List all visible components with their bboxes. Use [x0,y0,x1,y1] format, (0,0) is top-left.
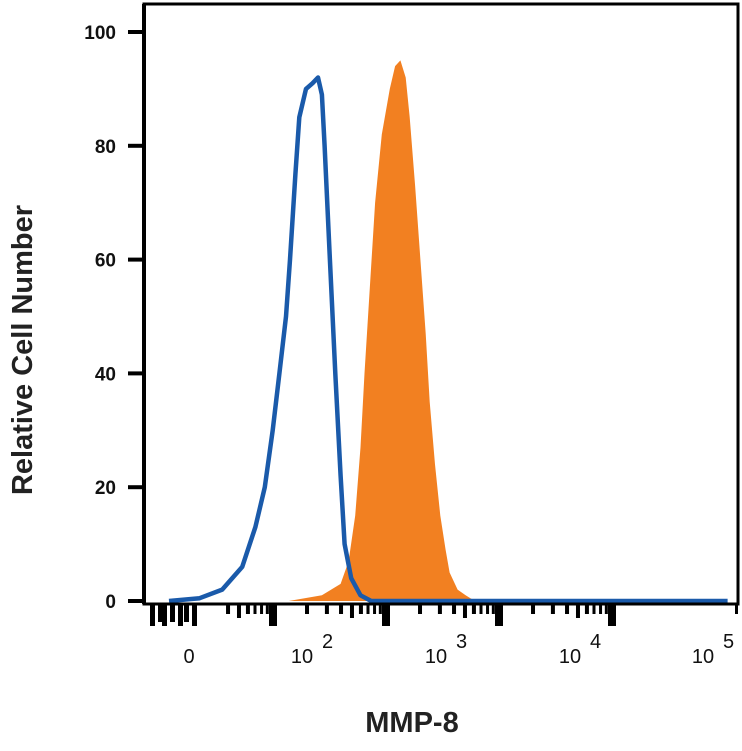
x-tick-exponent: 3 [456,631,467,653]
x-minor-tick [592,604,596,614]
x-minor-tick [550,604,555,614]
y-axis-label: Relative Cell Number [7,205,39,495]
x-major-tick [608,604,616,626]
x-minor-tick [349,604,354,618]
x-minor-tick [192,604,197,626]
x-minor-tick [170,604,175,622]
x-minor-tick [378,604,382,614]
x-tick-label: 10 3 [425,631,467,668]
x-tick-label: 0 [183,646,194,668]
x-minor-tick [735,604,738,614]
x-minor-tick [486,604,490,614]
x-tick-label: 10 2 [291,631,333,668]
x-ticks: 0 10 2 10 3 10 4 10 5 [150,604,738,668]
y-tick-label: 100 [84,23,116,44]
x-minor-tick [531,604,536,614]
x-minor-tick [479,604,483,614]
x-minor-tick [324,604,329,614]
x-tick-base: 0 [183,646,194,668]
x-tick-label: 10 5 [692,631,734,668]
x-tick-base: 10 [425,646,447,668]
x-minor-tick [565,604,570,614]
x-minor-tick [437,604,442,614]
x-minor-tick [178,604,183,626]
x-tick-base: 10 [559,646,581,668]
x-minor-tick [584,604,589,614]
x-minor-tick [491,604,495,614]
x-minor-tick [158,604,163,622]
x-minor-tick [471,604,476,614]
x-minor-tick [604,604,608,614]
x-minor-tick [452,604,457,614]
x-minor-tick [260,604,264,614]
x-minor-tick [265,604,269,614]
series-line-isotype [168,75,728,604]
x-tick-base: 10 [291,646,313,668]
y-tick-label: 40 [95,364,116,385]
x-minor-tick [162,604,167,626]
x-major-tick [382,604,390,626]
x-tick-label: 10 4 [559,631,601,668]
x-tick-exponent: 2 [322,631,333,653]
x-minor-tick [575,604,580,618]
x-major-tick [495,604,503,626]
x-minor-tick [184,604,189,622]
x-minor-tick [462,604,467,618]
x-minor-tick [599,604,603,614]
x-minor-tick [305,604,310,614]
x-minor-tick [150,604,155,626]
plot-series [168,60,728,604]
x-minor-tick [366,604,370,614]
x-tick-exponent: 4 [590,631,601,653]
x-tick-exponent: 5 [723,631,734,653]
x-major-tick [269,604,277,626]
x-axis-label: MMP-8 [365,707,458,739]
x-minor-tick [245,604,250,614]
x-minor-tick [236,604,241,618]
x-minor-tick [339,604,344,614]
y-tick-label: 80 [95,137,116,158]
x-minor-tick [253,604,257,614]
x-minor-tick [373,604,377,614]
y-tick-label: 60 [95,251,116,272]
x-minor-tick [226,604,231,614]
x-tick-base: 10 [692,646,714,668]
plot-frame [142,2,740,606]
x-minor-tick [358,604,363,614]
y-tick-label: 0 [105,592,116,613]
y-tick-label: 20 [95,478,116,499]
y-ticks: 0 20 40 60 80 100 [84,23,144,613]
x-minor-tick [418,604,423,614]
series-fill-mmp-8 [169,60,728,601]
